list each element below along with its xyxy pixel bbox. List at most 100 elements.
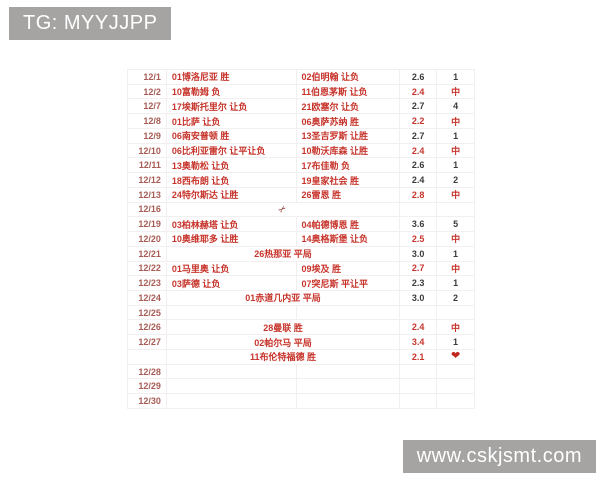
table-row: 12/21 26热那亚 平局 3.0 1 xyxy=(128,246,475,262)
odds-cell: 2.6 xyxy=(400,158,438,173)
table-row: 12/10 06比利亚雷尔 让平让负 10勒沃库森 让胜 2.4 中 xyxy=(128,143,476,159)
table-row: 12/2 10富勒姆 负 11伯恩茅斯 让负 2.4 中 xyxy=(128,84,476,100)
result-cell: 中 xyxy=(437,261,476,276)
match-cell-right xyxy=(297,305,401,320)
date-cell: 12/21 xyxy=(128,246,167,261)
table-row: 12/23 03萨德 让负 07突尼斯 平让平 2.3 1 xyxy=(128,276,476,292)
match-cell-right xyxy=(297,379,401,394)
result-cell: 中 xyxy=(437,84,476,99)
match-cell-right: 11伯恩茅斯 让负 xyxy=(297,84,401,99)
date-cell: 12/19 xyxy=(128,217,167,232)
table-row: 12/19 03柏林赫塔 让负 04帕德博恩 胜 3.6 5 xyxy=(128,217,476,233)
match-cell-left xyxy=(167,364,297,379)
result-cell xyxy=(437,202,475,217)
match-cell-left: 03萨德 让负 xyxy=(167,276,297,291)
result-cell: ❤ xyxy=(437,349,475,364)
result-cell: 2 xyxy=(437,173,476,187)
result-cell: 1 xyxy=(437,246,475,261)
match-cell-left: 18西布朗 让负 xyxy=(167,173,297,187)
result-cell: 1 xyxy=(437,70,476,84)
match-cell-left: 10奥维耶多 让胜 xyxy=(167,232,297,246)
date-cell: 12/8 xyxy=(128,114,167,128)
match-cell-right xyxy=(297,394,401,408)
match-span-cell: 02帕尔马 平局 xyxy=(167,335,401,349)
result-cell xyxy=(437,364,476,379)
date-cell: 12/25 xyxy=(128,305,167,320)
match-cell-right: 21欧塞尔 让负 xyxy=(297,99,401,114)
date-cell: 12/2 xyxy=(128,84,167,99)
date-cell: 12/1 xyxy=(128,70,167,84)
heart-icon: ❤ xyxy=(450,350,461,363)
odds-cell: 3.4 xyxy=(400,335,438,349)
match-cell-left xyxy=(167,394,297,408)
match-cell-left: 17埃斯托里尔 让负 xyxy=(167,99,297,114)
result-cell: 4 xyxy=(437,99,476,114)
scissors-icon: ✂ xyxy=(276,202,289,216)
match-span-cell: 11布伦特福德 胜 xyxy=(167,349,401,364)
match-cell-left: 06南安普顿 胜 xyxy=(167,128,297,143)
odds-cell: 2.5 xyxy=(400,232,438,246)
match-span-cell: 28曼联 胜 xyxy=(167,320,401,335)
result-cell: 1 xyxy=(437,158,476,173)
table-row: 12/1 01博洛尼亚 胜 02伯明翰 让负 2.6 1 xyxy=(128,70,476,85)
date-cell: 12/24 xyxy=(128,291,167,305)
odds-cell xyxy=(400,305,438,320)
date-cell: 12/13 xyxy=(128,187,167,202)
result-cell: 5 xyxy=(437,217,476,232)
odds-cell xyxy=(400,394,438,408)
date-cell: 12/26 xyxy=(128,320,167,335)
table-row: 12/13 24特尔斯达 让胜 26雷恩 胜 2.8 中 xyxy=(128,187,476,203)
table-row: 12/22 01马里奥 让负 09埃及 胜 2.7 中 xyxy=(128,261,476,277)
result-cell: 中 xyxy=(437,143,476,158)
odds-cell: 2.4 xyxy=(400,84,438,99)
match-cell-left xyxy=(167,379,297,394)
date-cell: 12/23 xyxy=(128,276,167,291)
odds-cell: 2.6 xyxy=(400,70,438,84)
odds-cell: 3.0 xyxy=(400,246,438,261)
telegram-badge: TG: MYYJJPP xyxy=(9,7,172,40)
result-cell: 中 xyxy=(437,320,475,335)
match-cell-right: 10勒沃库森 让胜 xyxy=(297,143,401,158)
date-cell: 12/10 xyxy=(128,143,167,158)
odds-cell xyxy=(400,364,438,379)
table-row: 12/11 13奥勒松 让负 17布佳勒 负 2.6 1 xyxy=(128,158,476,174)
table-row: 12/12 18西布朗 让负 19皇家社会 胜 2.4 2 xyxy=(128,173,476,188)
date-cell: 12/9 xyxy=(128,128,167,143)
date-cell: 12/11 xyxy=(128,158,167,173)
match-cell-left: 01比萨 让负 xyxy=(167,114,297,128)
date-cell: 12/22 xyxy=(128,261,167,276)
date-cell: 12/16 xyxy=(128,202,167,217)
match-cell-right: 06奥萨苏纳 胜 xyxy=(297,114,401,128)
odds-cell: 2.7 xyxy=(400,99,438,114)
match-cell-right xyxy=(297,364,401,379)
result-cell: 1 xyxy=(437,128,476,143)
date-cell xyxy=(128,349,167,364)
match-cell-right: 17布佳勒 负 xyxy=(297,158,401,173)
table-row: 12/9 06南安普顿 胜 13圣吉罗斯 让胜 2.7 1 xyxy=(128,128,476,144)
odds-cell: 3.0 xyxy=(400,291,438,305)
result-cell xyxy=(437,305,476,320)
table-row: 12/24 01赤道几内亚 平局 3.0 2 xyxy=(128,291,475,306)
date-cell: 12/27 xyxy=(128,335,167,349)
match-cell-left: 01马里奥 让负 xyxy=(167,261,297,276)
table-row: 12/7 17埃斯托里尔 让负 21欧塞尔 让负 2.7 4 xyxy=(128,99,476,115)
match-cell-right: 09埃及 胜 xyxy=(297,261,401,276)
result-cell: 2 xyxy=(437,291,475,305)
result-cell: 中 xyxy=(437,187,476,202)
match-cell-left: 03柏林赫塔 让负 xyxy=(167,217,297,232)
table-row: 12/27 02帕尔马 平局 3.4 1 xyxy=(128,335,475,350)
odds-cell: 2.4 xyxy=(400,320,438,335)
date-cell: 12/28 xyxy=(128,364,167,379)
table-row: 12/26 28曼联 胜 2.4 中 xyxy=(128,320,475,336)
result-cell xyxy=(437,394,476,408)
match-cell-right: 19皇家社会 胜 xyxy=(297,173,401,187)
table-row: 12/8 01比萨 让负 06奥萨苏纳 胜 2.2 中 xyxy=(128,114,476,129)
match-cell-right: 26雷恩 胜 xyxy=(297,187,401,202)
result-cell xyxy=(437,379,476,394)
result-cell: 中 xyxy=(437,232,476,246)
result-cell: 中 xyxy=(437,114,476,128)
match-cell-left: 01博洛尼亚 胜 xyxy=(167,70,297,84)
match-span-cell: 26热那亚 平局 xyxy=(167,246,401,261)
date-cell: 12/29 xyxy=(128,379,167,394)
match-cell-left: 10富勒姆 负 xyxy=(167,84,297,99)
